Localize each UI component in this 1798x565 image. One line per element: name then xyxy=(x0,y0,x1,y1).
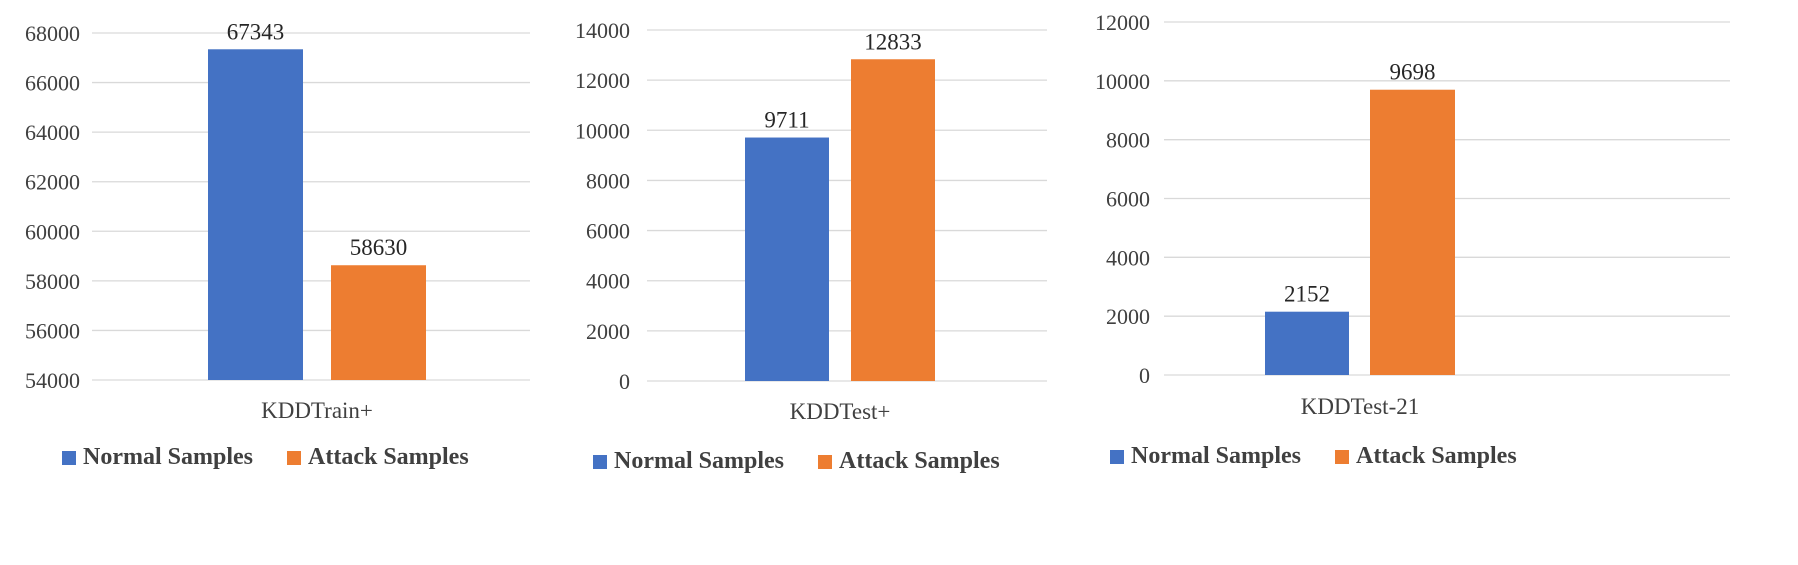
legend-swatch-normal xyxy=(593,454,607,469)
chart-kddtest-legend: Normal Samples Attack Samples xyxy=(593,448,1000,475)
legend-swatch-attack xyxy=(1335,449,1349,464)
bar-attack xyxy=(331,265,426,380)
legend-swatch-attack xyxy=(818,454,832,469)
chart-kddtest21-legend: Normal Samples Attack Samples xyxy=(1110,443,1517,470)
y-tick-label-6000: 6000 xyxy=(586,219,630,244)
y-tick-label-54000: 54000 xyxy=(25,368,80,393)
y-tick-label-64000: 64000 xyxy=(25,120,80,145)
x-category-label: KDDTest-21 xyxy=(1301,394,1419,419)
chart-kddtest21: 0 2000 4000 6000 8000 10000 12000 2152 9698 KDDTe… xyxy=(1070,0,1798,565)
bar-normal xyxy=(208,49,303,381)
bar-attack xyxy=(1370,89,1455,375)
data-label-normal: 2152 xyxy=(1284,282,1330,307)
y-tick-label-14000: 14000 xyxy=(575,18,630,43)
y-tick-label-10000: 10000 xyxy=(575,118,630,143)
y-tick-label-8000: 8000 xyxy=(586,168,630,193)
legend-item-attack: Attack Samples xyxy=(1335,443,1517,470)
y-tick-label-56000: 56000 xyxy=(25,318,80,343)
legend-label-normal: Normal Samples xyxy=(83,444,253,470)
chart-kddtrain-legend: Normal Samples Attack Samples xyxy=(62,444,469,471)
legend-label-normal: Normal Samples xyxy=(614,448,784,474)
y-tick-label-62000: 62000 xyxy=(25,170,80,195)
y-tick-label-10000: 10000 xyxy=(1095,69,1150,94)
data-label-attack: 12833 xyxy=(864,29,922,54)
legend-item-attack: Attack Samples xyxy=(287,444,469,471)
y-tick-label-2000: 2000 xyxy=(1106,304,1150,329)
x-category-label: KDDTest+ xyxy=(790,399,891,420)
data-label-attack: 58630 xyxy=(350,235,408,260)
data-label-attack: 9698 xyxy=(1390,60,1436,85)
bar-normal xyxy=(745,137,829,381)
y-tick-label-0: 0 xyxy=(619,369,630,394)
y-tick-label-4000: 4000 xyxy=(586,269,630,294)
data-label-normal: 9711 xyxy=(764,108,809,133)
legend-item-normal: Normal Samples xyxy=(62,444,253,471)
legend-swatch-normal xyxy=(62,450,76,465)
y-tick-label-68000: 68000 xyxy=(25,21,80,46)
y-tick-label-6000: 6000 xyxy=(1106,187,1150,212)
legend-item-attack: Attack Samples xyxy=(818,448,1000,475)
y-tick-label-60000: 60000 xyxy=(25,219,80,244)
y-tick-label-12000: 12000 xyxy=(1095,10,1150,35)
chart-kddtrain: 54000 56000 58000 60000 62000 64000 66000 68000… xyxy=(0,0,560,565)
y-tick-label-66000: 66000 xyxy=(25,71,80,96)
legend-label-attack: Attack Samples xyxy=(1356,443,1517,469)
chart-kddtrain-plot: 54000 56000 58000 60000 62000 64000 66000 68000… xyxy=(25,19,530,420)
data-label-normal: 67343 xyxy=(227,19,285,44)
bar-attack xyxy=(851,59,935,381)
legend-swatch-attack xyxy=(287,450,301,465)
legend-label-attack: Attack Samples xyxy=(839,448,1000,474)
y-tick-label-8000: 8000 xyxy=(1106,128,1150,153)
chart-kddtest-plot: 0 2000 4000 6000 8000 10000 12000 14000 9711 1283… xyxy=(575,18,1047,420)
x-category-label: KDDTrain+ xyxy=(261,398,373,420)
y-tick-label-4000: 4000 xyxy=(1106,245,1150,270)
chart-kddtest21-plot: 0 2000 4000 6000 8000 10000 12000 2152 9698 KDDTe… xyxy=(1095,10,1730,419)
y-tick-label-58000: 58000 xyxy=(25,269,80,294)
legend-item-normal: Normal Samples xyxy=(1110,443,1301,470)
y-tick-label-12000: 12000 xyxy=(575,68,630,93)
y-tick-label-2000: 2000 xyxy=(586,319,630,344)
legend-label-normal: Normal Samples xyxy=(1131,443,1301,469)
bar-normal xyxy=(1265,311,1349,375)
legend-item-normal: Normal Samples xyxy=(593,448,784,475)
chart-kddtest: 0 2000 4000 6000 8000 10000 12000 14000 9711 1283… xyxy=(565,0,1055,565)
legend-swatch-normal xyxy=(1110,449,1124,464)
legend-label-attack: Attack Samples xyxy=(308,444,469,470)
y-tick-label-0: 0 xyxy=(1139,363,1150,388)
